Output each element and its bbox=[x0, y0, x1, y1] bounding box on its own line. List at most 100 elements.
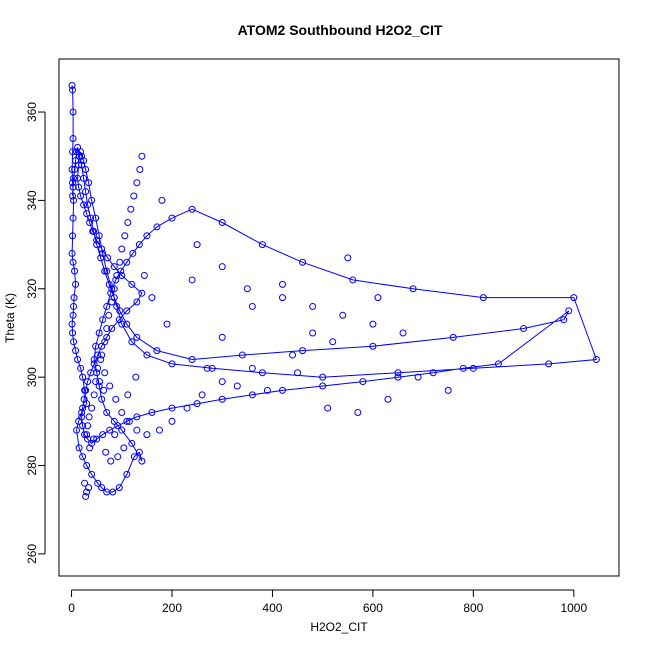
data-point bbox=[106, 426, 114, 434]
data-point bbox=[319, 373, 327, 381]
data-point bbox=[72, 347, 80, 355]
data-point bbox=[135, 241, 143, 249]
data-point bbox=[118, 245, 126, 253]
data-point bbox=[278, 294, 286, 302]
data-point bbox=[110, 263, 118, 271]
data-point bbox=[299, 347, 307, 355]
data-point bbox=[90, 435, 98, 443]
data-point bbox=[258, 369, 266, 377]
x-tick-label: 800 bbox=[463, 601, 483, 615]
data-point bbox=[69, 232, 77, 240]
data-point bbox=[233, 382, 241, 390]
data-point bbox=[218, 218, 226, 226]
data-point bbox=[97, 355, 105, 363]
data-point bbox=[98, 351, 106, 359]
data-point bbox=[193, 241, 201, 249]
series-line bbox=[71, 85, 598, 493]
data-point bbox=[148, 409, 156, 417]
data-point bbox=[83, 462, 91, 470]
data-point bbox=[108, 325, 116, 333]
data-point bbox=[188, 355, 196, 363]
data-point bbox=[74, 143, 82, 151]
data-point bbox=[82, 386, 90, 394]
data-point bbox=[374, 294, 382, 302]
data-point bbox=[243, 285, 251, 293]
data-point bbox=[69, 179, 77, 187]
data-point bbox=[148, 294, 156, 302]
x-tick-label: 0 bbox=[68, 601, 75, 615]
data-point bbox=[409, 285, 417, 293]
data-point bbox=[138, 289, 146, 297]
data-point bbox=[143, 351, 151, 359]
data-point bbox=[263, 386, 271, 394]
data-point bbox=[104, 254, 112, 262]
data-point bbox=[98, 484, 106, 492]
data-point bbox=[117, 267, 125, 275]
data-point bbox=[123, 417, 131, 425]
x-tick-label: 600 bbox=[363, 601, 383, 615]
data-point bbox=[339, 311, 347, 319]
data-point bbox=[74, 355, 82, 363]
data-point bbox=[68, 82, 76, 90]
chart-title: ATOM2 Southbound H2O2_CIT bbox=[238, 22, 443, 38]
data-point bbox=[113, 272, 121, 280]
data-point bbox=[459, 364, 467, 372]
data-point bbox=[248, 391, 256, 399]
data-point bbox=[85, 413, 93, 421]
data-point bbox=[83, 210, 91, 218]
data-point bbox=[138, 457, 146, 465]
data-point bbox=[111, 431, 119, 439]
data-point bbox=[120, 444, 128, 452]
data-point bbox=[168, 404, 176, 412]
data-point bbox=[133, 413, 141, 421]
data-point bbox=[110, 417, 118, 425]
data-point bbox=[96, 378, 104, 386]
data-point bbox=[143, 232, 151, 240]
data-point bbox=[128, 280, 136, 288]
data-point bbox=[133, 298, 141, 306]
y-tick-label: 340 bbox=[25, 190, 39, 210]
data-point bbox=[188, 205, 196, 213]
data-point bbox=[299, 258, 307, 266]
data-point bbox=[394, 369, 402, 377]
data-point bbox=[88, 439, 96, 447]
data-point bbox=[429, 369, 437, 377]
data-point bbox=[158, 196, 166, 204]
data-point bbox=[80, 395, 88, 403]
data-point bbox=[123, 470, 131, 478]
data-point bbox=[70, 174, 78, 182]
data-point bbox=[79, 422, 87, 430]
data-point bbox=[218, 333, 226, 341]
data-point bbox=[93, 435, 101, 443]
data-point bbox=[69, 86, 77, 94]
data-point bbox=[72, 280, 80, 288]
data-point bbox=[449, 333, 457, 341]
data-point bbox=[87, 214, 95, 222]
data-point bbox=[95, 382, 103, 390]
data-point bbox=[155, 426, 163, 434]
data-point bbox=[100, 386, 108, 394]
data-point bbox=[128, 439, 136, 447]
data-point bbox=[168, 417, 176, 425]
data-point bbox=[75, 444, 83, 452]
data-point bbox=[218, 378, 226, 386]
data-point bbox=[83, 488, 91, 496]
series-points bbox=[68, 82, 600, 500]
data-point bbox=[101, 369, 109, 377]
data-point bbox=[127, 205, 135, 213]
data-point bbox=[78, 152, 86, 160]
data-point bbox=[112, 276, 120, 284]
data-point bbox=[359, 378, 367, 386]
data-point bbox=[118, 409, 126, 417]
data-point bbox=[99, 431, 107, 439]
y-tick-label: 260 bbox=[25, 544, 39, 564]
data-point bbox=[86, 218, 94, 226]
data-point bbox=[95, 329, 103, 337]
data-point bbox=[73, 426, 81, 434]
data-point bbox=[68, 320, 76, 328]
data-point bbox=[88, 196, 96, 204]
data-point bbox=[79, 373, 87, 381]
data-point bbox=[349, 276, 357, 284]
data-point bbox=[115, 484, 123, 492]
